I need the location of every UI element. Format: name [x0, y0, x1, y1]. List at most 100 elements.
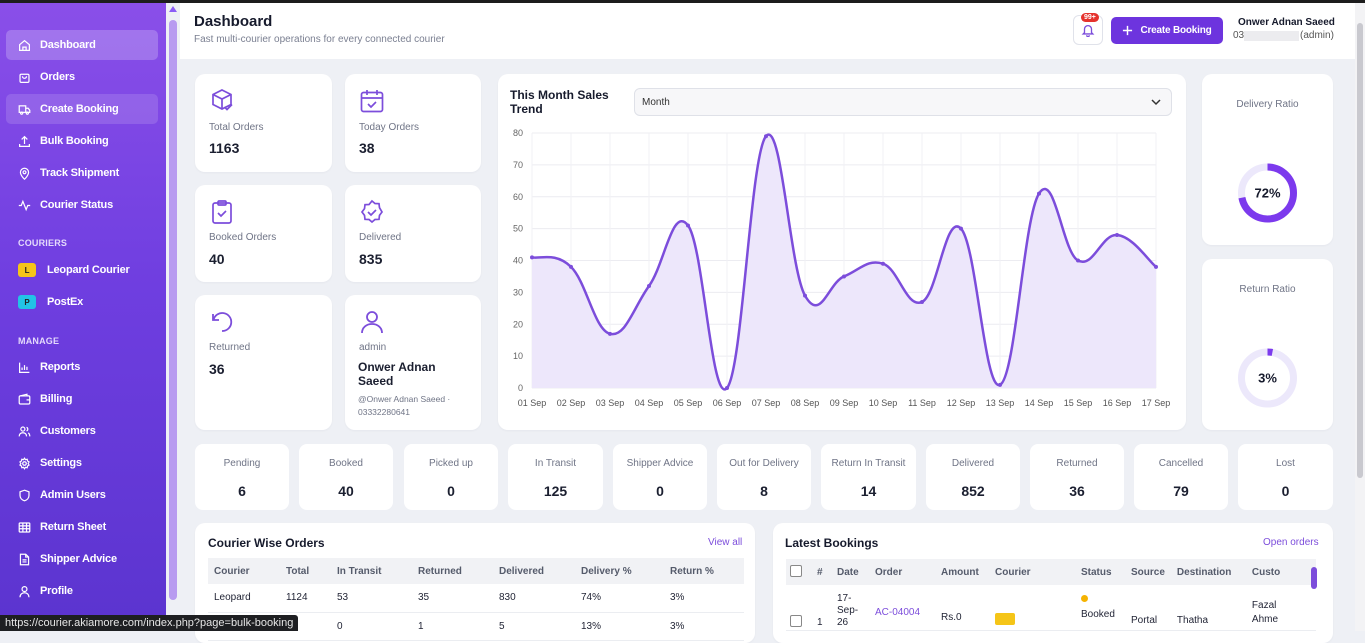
- latest-bookings-table: # Date Order Amount Courier Status Sourc…: [786, 559, 1316, 631]
- stat-value: 38: [359, 140, 375, 156]
- status-card-label: Out for Delivery: [729, 458, 799, 469]
- sidebar-item-label: Bulk Booking: [40, 135, 109, 147]
- table-row[interactable]: 1 17- Sep- 26 AC-04004 Rs.0 Booked Porta…: [786, 585, 1316, 631]
- clipboard-check-icon: [212, 200, 232, 224]
- sidebar-item-return-sheet[interactable]: Return Sheet: [6, 512, 158, 542]
- status-card[interactable]: Picked up 0: [404, 444, 498, 510]
- x-tick-label: 09 Sep: [830, 398, 859, 408]
- sidebar-item-settings[interactable]: Settings: [6, 448, 158, 478]
- x-tick-label: 15 Sep: [1064, 398, 1093, 408]
- select-all-checkbox[interactable]: [790, 564, 802, 577]
- open-orders-link[interactable]: Open orders: [1263, 537, 1319, 548]
- chart-title: This Month Sales Trend: [510, 88, 609, 116]
- x-tick-label: 13 Sep: [986, 398, 1015, 408]
- period-select[interactable]: Month: [634, 88, 1172, 116]
- sidebar-item-leopard-courier[interactable]: L Leopard Courier: [6, 255, 158, 285]
- sidebar-item-label: Leopard Courier: [47, 264, 130, 276]
- y-tick-label: 20: [513, 319, 523, 329]
- data-point[interactable]: [569, 264, 573, 269]
- page-scrollbar-thumb[interactable]: [1357, 23, 1363, 478]
- sidebar-item-dashboard[interactable]: Dashboard: [6, 30, 158, 60]
- sidebar-item-reports[interactable]: Reports: [6, 352, 158, 382]
- view-all-link[interactable]: View all: [708, 537, 743, 548]
- stat-label: Total Orders: [209, 122, 264, 133]
- sidebar-item-admin-users[interactable]: Admin Users: [6, 480, 158, 510]
- bell-icon: [1081, 24, 1095, 37]
- data-point[interactable]: [920, 299, 924, 304]
- table-scrollbar-thumb[interactable]: [1311, 567, 1317, 589]
- data-point[interactable]: [881, 261, 885, 266]
- col-header: Delivered: [493, 558, 575, 584]
- status-card[interactable]: In Transit 125: [508, 444, 603, 510]
- data-point[interactable]: [803, 293, 807, 298]
- data-point[interactable]: [1154, 264, 1158, 269]
- delivery-ratio-donut: 72%: [1238, 163, 1297, 223]
- stat-value: 40: [209, 251, 225, 267]
- create-booking-button[interactable]: Create Booking: [1111, 17, 1223, 44]
- data-point[interactable]: [1037, 191, 1041, 196]
- table-row[interactable]: Leopard 1124 53 35 830 74% 3%: [208, 584, 744, 613]
- sidebar-item-courier-status[interactable]: Courier Status: [6, 190, 158, 220]
- table-icon: [18, 521, 31, 533]
- data-point[interactable]: [1076, 258, 1080, 263]
- col-header: Date: [831, 559, 869, 585]
- data-point[interactable]: [764, 134, 768, 139]
- sidebar-item-billing[interactable]: Billing: [6, 384, 158, 414]
- status-card[interactable]: Shipper Advice 0: [613, 444, 707, 510]
- user-name[interactable]: Onwer Adnan Saeed: [1238, 17, 1335, 28]
- status-card-label: Returned: [1056, 458, 1098, 469]
- status-card-value: 0: [1281, 483, 1290, 499]
- row-checkbox[interactable]: [790, 615, 802, 627]
- status-card[interactable]: Out for Delivery 8: [717, 444, 811, 510]
- data-point[interactable]: [686, 223, 690, 228]
- status-card[interactable]: Lost 0: [1238, 444, 1333, 510]
- sales-trend-card: This Month Sales Trend Month 0 10 20 30 40 50…: [498, 74, 1186, 430]
- sidebar-item-track-shipment[interactable]: Track Shipment: [6, 158, 158, 188]
- status-card-label: Delivered: [951, 458, 995, 469]
- box-icon: [212, 89, 233, 111]
- data-point[interactable]: [608, 331, 612, 336]
- sidebar-scrollbar[interactable]: [167, 3, 179, 631]
- data-point[interactable]: [647, 284, 651, 288]
- sidebar-item-profile[interactable]: Profile: [6, 576, 158, 606]
- sidebar-item-label: Orders: [40, 71, 75, 83]
- status-card[interactable]: Pending 6: [195, 444, 289, 510]
- status-card[interactable]: Returned 36: [1030, 444, 1124, 510]
- sidebar-item-orders[interactable]: Orders: [6, 62, 158, 92]
- stat-value: 1163: [209, 140, 240, 156]
- data-point[interactable]: [842, 274, 846, 279]
- x-tick-label: 07 Sep: [752, 398, 781, 408]
- data-point[interactable]: [1115, 233, 1119, 237]
- status-card[interactable]: Booked 40: [299, 444, 393, 510]
- y-tick-label: 30: [513, 287, 523, 297]
- sidebar-item-shipper-advice[interactable]: Shipper Advice: [6, 544, 158, 574]
- scroll-up-arrow-icon[interactable]: [169, 6, 177, 12]
- sidebar-item-bulk-booking[interactable]: Bulk Booking: [6, 126, 158, 156]
- returned-card: Returned 36: [195, 295, 332, 430]
- sidebar-item-create-booking[interactable]: Create Booking: [6, 94, 158, 124]
- page-scrollbar[interactable]: [1355, 3, 1365, 631]
- status-card[interactable]: Delivered 852: [926, 444, 1020, 510]
- profile-name-line1: Onwer Adnan: [358, 360, 436, 374]
- y-tick-label: 80: [513, 128, 523, 138]
- status-card-value: 852: [961, 483, 985, 499]
- page-title: Dashboard: [194, 13, 273, 30]
- latest-bookings-card: Latest Bookings Open orders # Date Order…: [773, 523, 1333, 643]
- leopard-badge-icon: L: [18, 263, 36, 277]
- table-cell: 53: [331, 584, 412, 613]
- stat-label: Returned: [209, 342, 251, 353]
- sidebar-item-postex[interactable]: P PostEx: [6, 287, 158, 317]
- return-ratio-title: Return Ratio: [1239, 284, 1296, 295]
- status-card[interactable]: Return In Transit 14: [821, 444, 916, 510]
- data-point[interactable]: [959, 226, 963, 231]
- data-point[interactable]: [725, 386, 729, 390]
- sidebar-scrollbar-thumb[interactable]: [169, 20, 177, 600]
- data-point[interactable]: [530, 255, 534, 260]
- sidebar-item-customers[interactable]: Customers: [6, 416, 158, 446]
- undo-icon: [212, 312, 233, 332]
- return-ratio-donut: 3%: [1238, 348, 1297, 408]
- status-card[interactable]: Cancelled 79: [1134, 444, 1228, 510]
- status-card-value: 40: [338, 483, 354, 499]
- data-point[interactable]: [998, 382, 1002, 387]
- order-link[interactable]: AC-04004: [869, 585, 935, 631]
